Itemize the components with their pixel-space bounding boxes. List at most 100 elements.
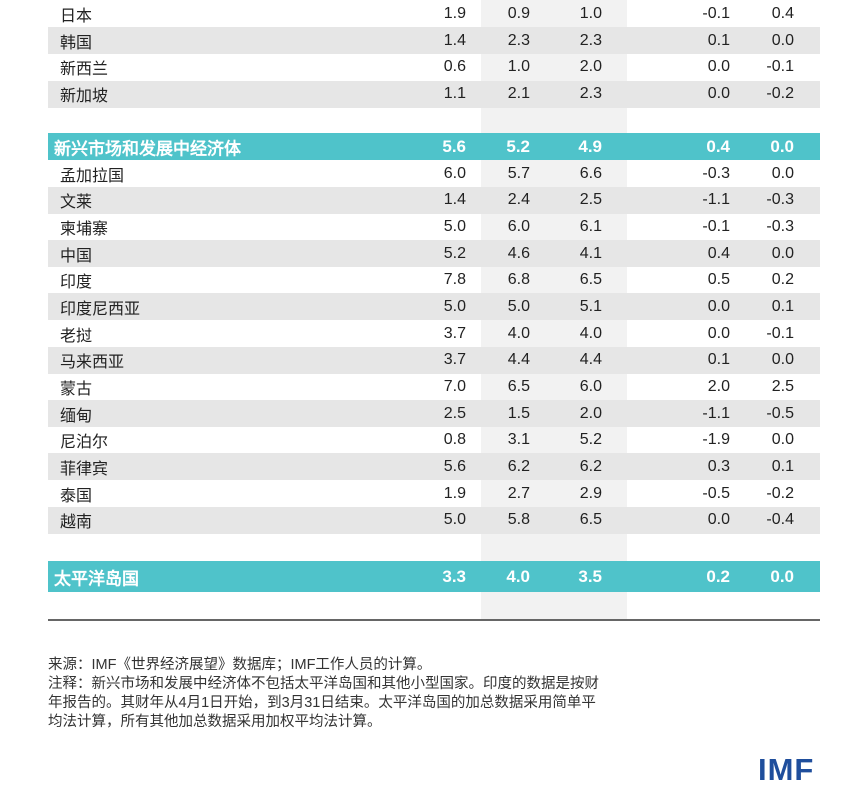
row-label: 蒙古: [60, 378, 93, 398]
cell-value: 4.4: [507, 351, 530, 369]
row-label: 中国: [60, 245, 93, 265]
note-line: 均法计算，所有其他加总数据采用加权平均法计算。: [48, 714, 382, 730]
cell-value: 0.0: [707, 511, 730, 529]
cell-value: 5.2: [506, 136, 530, 156]
cell-value: 5.1: [579, 297, 602, 315]
cell-value: 5.0: [443, 217, 466, 235]
cell-value: 0.0: [771, 31, 794, 49]
cell-value: 6.6: [579, 164, 602, 182]
cell-value: 0.4: [706, 136, 730, 156]
note-line: 年报告的。其财年从4月1日开始，到3月31日结束。太平洋岛国的加总数据采用简单平: [48, 695, 596, 711]
cell-value: 0.0: [707, 324, 730, 342]
cell-value: 2.7: [507, 484, 530, 502]
cell-value: 0.3: [707, 457, 730, 475]
cell-value: 2.9: [579, 484, 602, 502]
cell-value: -0.3: [766, 191, 794, 209]
cell-value: 6.5: [507, 377, 530, 395]
cell-value: -0.3: [702, 164, 730, 182]
cell-value: 5.0: [507, 297, 530, 315]
cell-value: 0.9: [507, 5, 530, 23]
cell-value: 3.7: [443, 351, 466, 369]
cell-value: 5.7: [507, 164, 530, 182]
cell-value: 2.3: [579, 31, 602, 49]
cell-value: 6.5: [579, 271, 602, 289]
cell-value: 6.2: [507, 457, 530, 475]
cell-value: 0.0: [707, 297, 730, 315]
cell-value: 2.0: [579, 404, 602, 422]
cell-value: 1.9: [443, 5, 466, 23]
table-row: 缅甸 2.5 1.5 2.0 -1.1 -0.5: [48, 400, 820, 428]
cell-value: 1.1: [443, 85, 466, 103]
row-label: 新加坡: [60, 86, 109, 106]
cell-value: 0.1: [771, 457, 794, 475]
table-rule: [48, 619, 820, 621]
row-label: 泰国: [60, 485, 93, 505]
table-row: 越南 5.0 5.8 6.5 0.0 -0.4: [48, 506, 820, 534]
cell-value: -1.1: [702, 191, 730, 209]
row-label: 缅甸: [60, 405, 93, 425]
table-row: 蒙古 7.0 6.5 6.0 2.0 2.5: [48, 373, 820, 400]
row-label: 新兴市场和发展中经济体: [54, 139, 241, 159]
cell-value: 6.0: [579, 377, 602, 395]
cell-value: 4.4: [579, 351, 602, 369]
notes: 来源：IMF《世界经济展望》数据库；IMF工作人员的计算。 注释：新兴市场和发展中…: [48, 656, 748, 732]
cell-value: 0.0: [771, 431, 794, 449]
cell-value: 5.6: [443, 457, 466, 475]
cell-value: 2.3: [507, 31, 530, 49]
table-row: 菲律宾 5.6 6.2 6.2 0.3 0.1: [48, 453, 820, 481]
cell-value: 6.2: [579, 457, 602, 475]
cell-value: 6.1: [579, 217, 602, 235]
table-row: 新兴市场和发展中经济体 5.6 5.2 4.9 0.4 0.0: [48, 133, 820, 160]
cell-value: -1.9: [702, 431, 730, 449]
cell-value: -0.1: [702, 217, 730, 235]
cell-value: 0.4: [771, 5, 794, 23]
cell-value: 0.4: [707, 244, 730, 262]
cell-value: 7.8: [443, 271, 466, 289]
cell-value: 2.1: [507, 85, 530, 103]
cell-value: 0.1: [771, 297, 794, 315]
cell-value: 4.1: [579, 244, 602, 262]
cell-value: 4.0: [506, 566, 530, 586]
row-label: 老挝: [60, 325, 93, 345]
cell-value: 6.0: [443, 164, 466, 182]
cell-value: 1.4: [443, 31, 466, 49]
row-label: 新西兰: [60, 59, 109, 79]
cell-value: 2.5: [443, 404, 466, 422]
cell-value: 2.0: [579, 58, 602, 76]
row-label: 孟加拉国: [60, 165, 125, 185]
table-row: 马来西亚 3.7 4.4 4.4 0.1 0.0: [48, 346, 820, 374]
row-label: 印度尼西亚: [60, 298, 141, 318]
cell-value: 6.0: [507, 217, 530, 235]
cell-value: 3.3: [442, 566, 466, 586]
cell-value: 6.5: [579, 511, 602, 529]
row-label: 太平洋岛国: [54, 569, 139, 589]
row-label: 印度: [60, 272, 93, 292]
cell-value: -0.5: [766, 404, 794, 422]
cell-value: 0.1: [707, 351, 730, 369]
table-row: 孟加拉国 6.0 5.7 6.6 -0.3 0.0: [48, 160, 820, 187]
row-label: 日本: [60, 6, 93, 26]
row-label: 尼泊尔: [60, 432, 109, 452]
cell-value: 0.0: [770, 136, 794, 156]
table-row: 韩国 1.4 2.3 2.3 0.1 0.0: [48, 27, 820, 55]
cell-value: -0.5: [702, 484, 730, 502]
note-line: 来源：IMF《世界经济展望》数据库；IMF工作人员的计算。: [48, 657, 432, 673]
cell-value: 2.5: [579, 191, 602, 209]
cell-value: 5.6: [442, 136, 466, 156]
cell-value: 2.4: [507, 191, 530, 209]
cell-value: 4.9: [578, 136, 602, 156]
cell-value: 1.0: [507, 58, 530, 76]
cell-value: 5.0: [443, 297, 466, 315]
cell-value: 4.0: [579, 324, 602, 342]
table-row: 泰国 1.9 2.7 2.9 -0.5 -0.2: [48, 480, 820, 507]
cell-value: 0.1: [707, 31, 730, 49]
table-row: 文莱 1.4 2.4 2.5 -1.1 -0.3: [48, 186, 820, 214]
table-row: 柬埔寨 5.0 6.0 6.1 -0.1 -0.3: [48, 213, 820, 240]
cell-value: 1.9: [443, 484, 466, 502]
cell-value: 0.2: [771, 271, 794, 289]
cell-value: 5.2: [579, 431, 602, 449]
cell-value: 2.3: [579, 85, 602, 103]
table-row: 尼泊尔 0.8 3.1 5.2 -1.9 0.0: [48, 427, 820, 454]
table-row: 印度 7.8 6.8 6.5 0.5 0.2: [48, 267, 820, 294]
